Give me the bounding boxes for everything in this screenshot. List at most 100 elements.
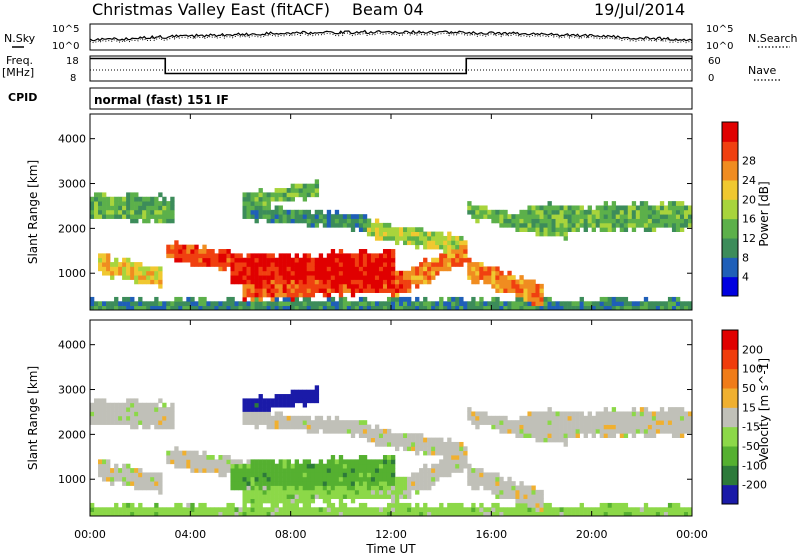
velocity-cell (362, 428, 368, 434)
velocity-cell (214, 459, 219, 465)
velocity-cell (495, 507, 500, 513)
velocity-cell (439, 437, 444, 443)
plot-title: Christmas Valley East (fitACF) (92, 0, 330, 19)
velocity-cell (366, 437, 372, 443)
power-cell (294, 296, 299, 302)
velocity-cell (382, 507, 388, 513)
power-cell (150, 209, 155, 215)
velocity-cell (122, 402, 127, 408)
power-cell (274, 257, 279, 263)
velocity-cell (571, 424, 576, 430)
velocity-cell (515, 424, 520, 430)
velocity-cell (459, 511, 464, 517)
power-cell (230, 257, 235, 263)
power-cell (386, 262, 392, 267)
power-cell (114, 301, 119, 307)
power-cell (679, 214, 685, 219)
velocity-cell (571, 507, 576, 513)
power-cell (318, 214, 324, 219)
power-cell (599, 209, 605, 215)
power-cell (218, 266, 223, 272)
power-cell (603, 305, 609, 311)
velocity-cell (511, 481, 516, 486)
power-cell (294, 262, 299, 267)
velocity-cell (415, 441, 420, 447)
power-cell (122, 201, 127, 206)
velocity-cell (178, 463, 183, 469)
velocity-cell (102, 468, 107, 473)
power-cell (106, 214, 111, 219)
velocity-cell (354, 420, 360, 425)
power-cell (527, 205, 532, 211)
power-cell (134, 201, 139, 206)
power-cell (443, 240, 448, 246)
power-cell (507, 288, 512, 293)
nsearch-trace (89, 31, 693, 44)
velocity-cell (350, 507, 356, 513)
velocity-cell (635, 411, 641, 417)
velocity-cell (527, 424, 532, 430)
power-cell (395, 296, 400, 302)
velocity-cell (326, 468, 332, 473)
power-cell (491, 218, 496, 224)
power-cell (431, 235, 436, 241)
velocity-cell (114, 476, 119, 482)
power-cell (411, 266, 416, 272)
velocity-cell (254, 489, 259, 495)
power-cell (178, 301, 183, 307)
velocity-cell (246, 507, 251, 513)
power-cell (338, 296, 344, 302)
power-cell (587, 209, 592, 215)
power-cell (230, 301, 235, 307)
power-cell (575, 209, 580, 215)
velocity-cell (98, 420, 103, 425)
velocity-cell (134, 420, 139, 425)
velocity-cell (338, 428, 344, 434)
power-cell (679, 305, 685, 311)
power-cell (354, 275, 360, 280)
power-cell (563, 205, 568, 211)
power-cell (322, 279, 328, 285)
velocity-cell (210, 468, 215, 473)
power-cell (647, 214, 653, 219)
velocity-cell (314, 507, 320, 513)
power-cell (366, 257, 372, 263)
velocity-cell (479, 502, 484, 508)
power-cell (306, 279, 312, 285)
velocity-cell (579, 424, 584, 430)
power-cell (210, 257, 215, 263)
velocity-cell (114, 420, 119, 425)
power-cell (346, 275, 352, 280)
power-cell (659, 214, 665, 219)
power-cell (411, 305, 416, 311)
power-cell (286, 292, 291, 298)
velocity-cell (399, 485, 404, 491)
velocity-cell (575, 415, 580, 421)
power-cell (523, 214, 528, 219)
velocity-colorbar-tick: 15 (742, 401, 756, 414)
power-cell (306, 183, 312, 189)
power-cell (615, 209, 621, 215)
power-cell (439, 244, 444, 250)
power-cell (190, 253, 195, 259)
power-cell (362, 279, 368, 285)
cpid-panel-frame (89, 87, 693, 110)
velocity-cell (519, 424, 524, 430)
power-cell (603, 222, 609, 228)
velocity-cell (346, 507, 352, 513)
power-cell (122, 214, 127, 219)
power-cell (98, 266, 103, 272)
velocity-cell (126, 507, 131, 513)
power-cell (475, 214, 480, 219)
power-cell (98, 201, 103, 206)
power-cell (491, 296, 496, 302)
power-cell (439, 240, 444, 246)
power-colorbar-tick: 16 (742, 213, 756, 226)
power-cell (543, 301, 548, 307)
power-cell (675, 222, 681, 228)
power-cell (571, 205, 576, 211)
power-cell (451, 244, 456, 250)
velocity-cell (507, 428, 512, 434)
power-cell (238, 275, 243, 280)
velocity-cell (611, 511, 617, 517)
